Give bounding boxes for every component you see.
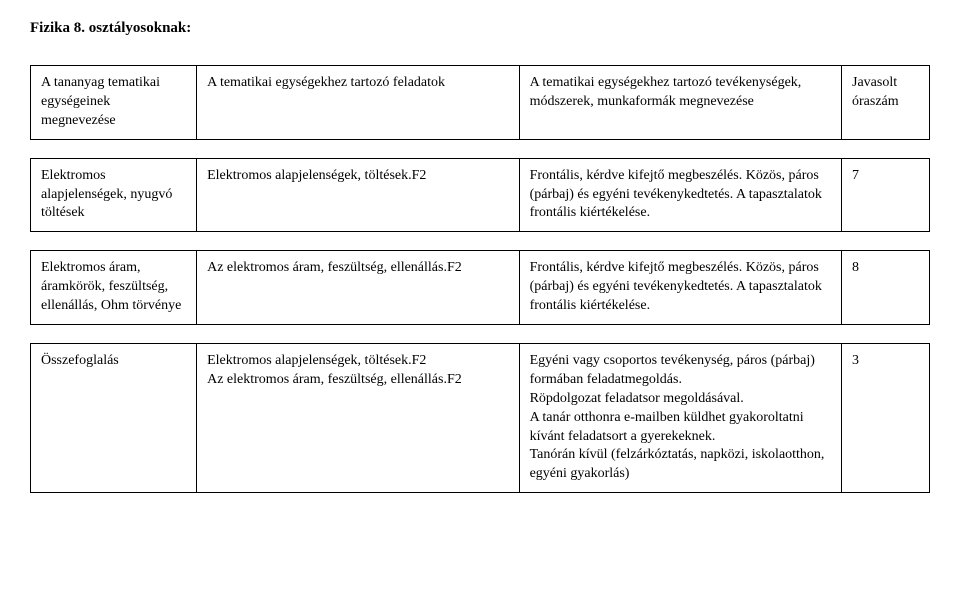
- cell-c1: Elektromos alapjelenségek, nyugvó töltés…: [31, 158, 197, 232]
- cell-c1: Összefoglalás: [31, 344, 197, 493]
- cell-c2: Elektromos alapjelenségek, töltések.F2: [197, 158, 519, 232]
- page-title: Fizika 8. osztályosoknak:: [30, 20, 930, 37]
- header-c4: Javasolt óraszám: [842, 66, 930, 140]
- table-row: Összefoglalás Elektromos alapjelenségek,…: [31, 344, 930, 493]
- cell-c2: Az elektromos áram, feszültség, ellenáll…: [197, 251, 519, 325]
- table-row: Elektromos áram, áramkörök, feszültség, …: [31, 251, 930, 325]
- cell-c3: Frontális, kérdve kifejtő megbeszélés. K…: [519, 158, 841, 232]
- cell-c3: Egyéni vagy csoportos tevékenység, páros…: [519, 344, 841, 493]
- cell-c1: Elektromos áram, áramkörök, feszültség, …: [31, 251, 197, 325]
- table-header-row: A tananyag tematikai egységeinek megneve…: [31, 66, 930, 140]
- cell-c4: 8: [842, 251, 930, 325]
- cell-c2: Elektromos alapjelenségek, töltések.F2Az…: [197, 344, 519, 493]
- table-row: Elektromos alapjelenségek, nyugvó töltés…: [31, 158, 930, 232]
- curriculum-table: A tananyag tematikai egységeinek megneve…: [30, 65, 930, 493]
- header-c2: A tematikai egységekhez tartozó feladato…: [197, 66, 519, 140]
- header-c1: A tananyag tematikai egységeinek megneve…: [31, 66, 197, 140]
- cell-c4: 7: [842, 158, 930, 232]
- cell-c4: 3: [842, 344, 930, 493]
- header-c3: A tematikai egységekhez tartozó tevékeny…: [519, 66, 841, 140]
- cell-c3: Frontális, kérdve kifejtő megbeszélés. K…: [519, 251, 841, 325]
